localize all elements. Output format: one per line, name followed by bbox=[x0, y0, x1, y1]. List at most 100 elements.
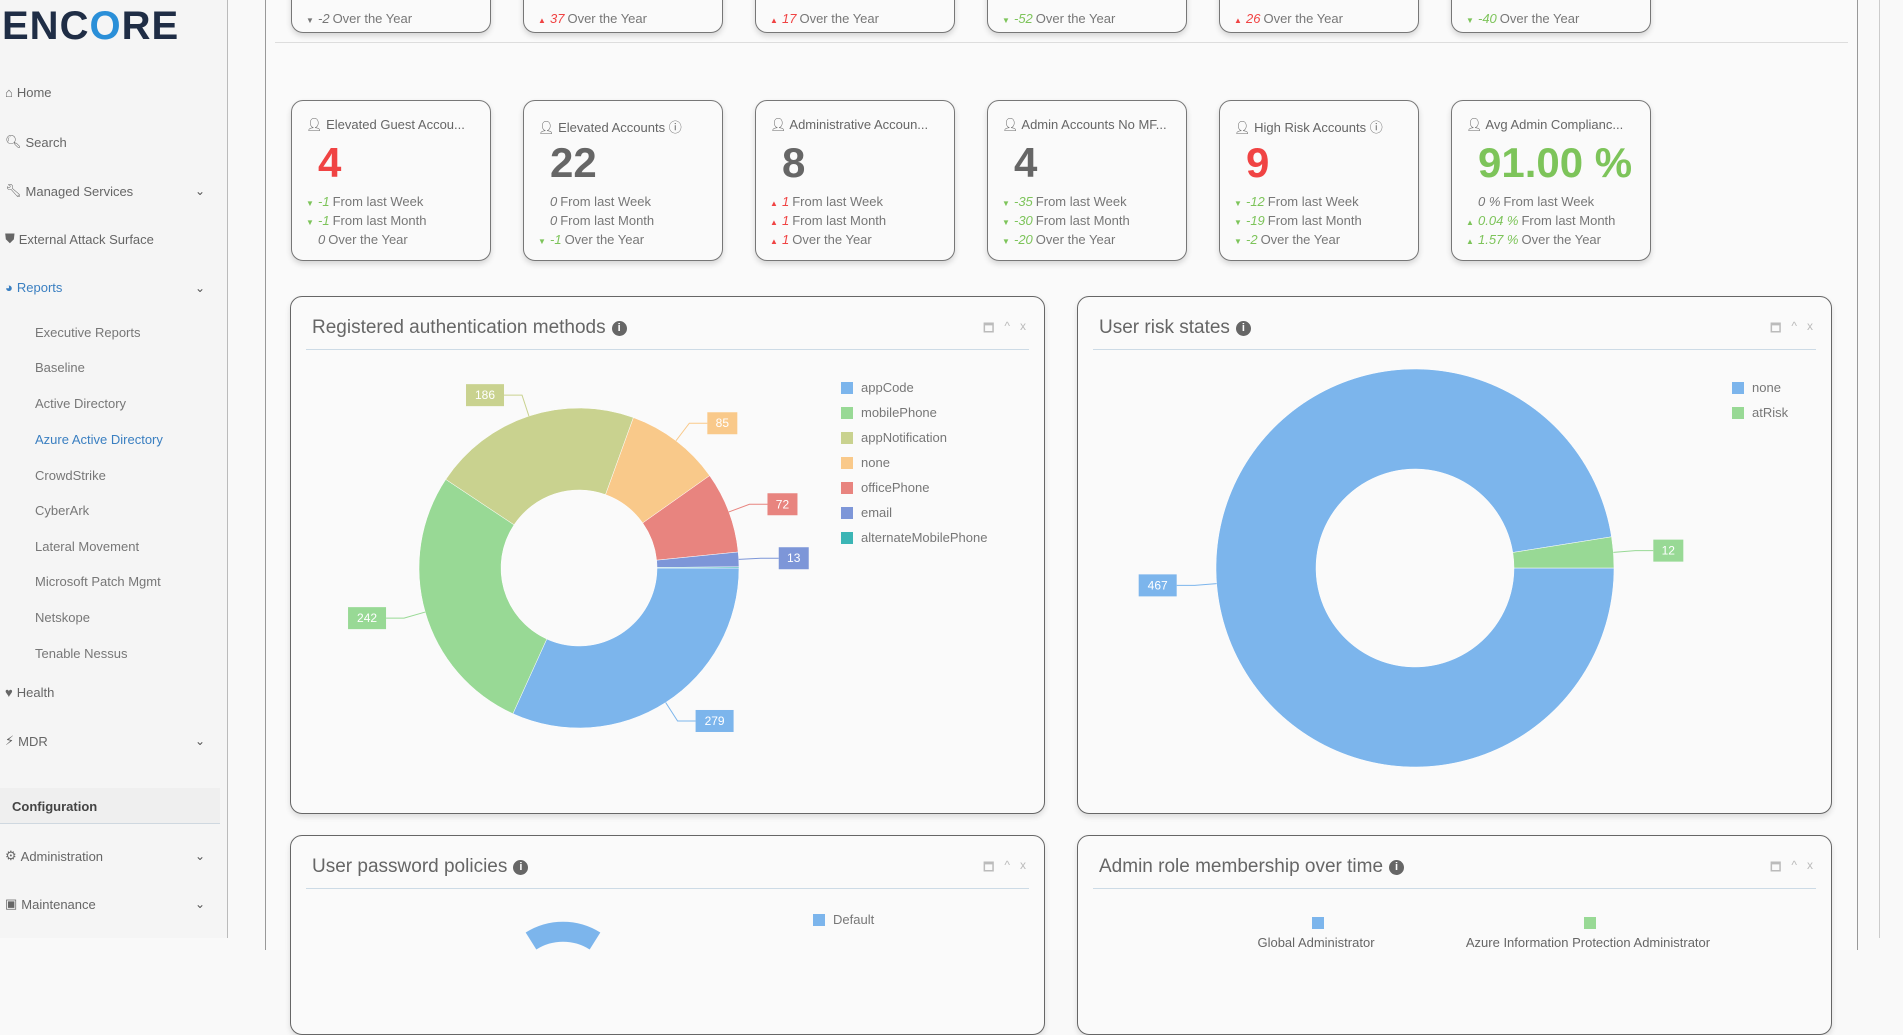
donut-slice-alternateMobilePhone[interactable] bbox=[656, 566, 740, 569]
kpi-trend-line: 0 Over the Year bbox=[318, 232, 408, 247]
kpi-trend-line: ▲ 1.57 % Over the Year bbox=[1466, 232, 1601, 247]
legend-label[interactable]: Global Administrator bbox=[1257, 935, 1375, 950]
sidebar-subitem-executive-reports[interactable]: Executive Reports bbox=[35, 325, 141, 340]
sidebar-item-health[interactable]: ♥ Health bbox=[5, 685, 205, 700]
sidebar-item-home[interactable]: ⌂ Home bbox=[5, 85, 205, 100]
legend-item[interactable]: email bbox=[841, 505, 892, 520]
legend-item[interactable]: none bbox=[1732, 380, 1781, 395]
legend-swatch bbox=[841, 381, 853, 394]
kpi-card[interactable]: 👤︎ Admin Accounts No MF... 4 ▼ -35 From last… bbox=[987, 100, 1187, 261]
legend-item[interactable]: alternateMobilePhone bbox=[841, 530, 987, 545]
legend-item[interactable]: atRisk bbox=[1732, 405, 1788, 420]
donut-slice-none[interactable] bbox=[1215, 368, 1615, 768]
sidebar-subitem-cyberark[interactable]: CyberArk bbox=[35, 503, 90, 518]
encore-logo[interactable]: ENCORE bbox=[2, 4, 180, 48]
home-icon: ⌂ bbox=[5, 85, 13, 100]
legend-item[interactable]: appNotification bbox=[841, 430, 947, 445]
panel-divider bbox=[1093, 349, 1816, 350]
chevron-down-icon[interactable]: ⌄ bbox=[195, 897, 206, 911]
user-icon: 👤︎ bbox=[770, 117, 790, 132]
donut-slice-appCode[interactable] bbox=[512, 567, 740, 729]
sidebar-item-reports[interactable]: ◕ Reports ⌄ bbox=[5, 280, 205, 295]
close-icon[interactable]: x bbox=[1807, 319, 1813, 333]
legend-item[interactable]: none bbox=[841, 455, 890, 470]
label-leader-line bbox=[665, 702, 696, 722]
donut-slice-atRisk[interactable] bbox=[1512, 536, 1615, 569]
sidebar-item-external-attack-surface[interactable]: ⛊ External Attack Surface bbox=[5, 231, 205, 247]
sidebar-subitem-crowdstrike[interactable]: CrowdStrike bbox=[35, 468, 106, 483]
user-icon: 👤︎ bbox=[538, 120, 559, 135]
kpi-value: 4 bbox=[318, 139, 342, 186]
legend-label[interactable]: Azure Information Protection Administrat… bbox=[1465, 935, 1711, 950]
kpi-card[interactable]: 👤︎ Avg Admin Complianc... 91.00 % 0 % From … bbox=[1451, 100, 1651, 261]
sidebar-item-maintenance[interactable]: ▣ Maintenance ⌄ bbox=[5, 896, 205, 912]
chevron-up-icon[interactable]: ^ bbox=[1004, 319, 1010, 333]
legend-item[interactable]: Default bbox=[813, 912, 874, 927]
info-icon[interactable]: i bbox=[611, 320, 627, 336]
info-icon[interactable]: i bbox=[1389, 859, 1405, 875]
legend-swatch[interactable] bbox=[1584, 917, 1596, 929]
legend-swatch bbox=[841, 531, 853, 544]
chevron-down-icon[interactable]: ⌄ bbox=[195, 184, 206, 198]
legend-item[interactable]: officePhone bbox=[841, 480, 929, 495]
maximize-icon[interactable]: 🗖 bbox=[1769, 860, 1782, 874]
sidebar-subitem-active-directory[interactable]: Active Directory bbox=[35, 396, 127, 411]
kpi-title: 👤︎ Administrative Accoun... bbox=[770, 117, 929, 132]
legend-swatch bbox=[813, 913, 825, 926]
info-icon[interactable]: i bbox=[1235, 320, 1251, 336]
legend-item[interactable]: mobilePhone bbox=[841, 405, 937, 420]
chevron-up-icon[interactable]: ^ bbox=[1004, 858, 1010, 872]
chart-svg bbox=[525, 921, 601, 950]
kpi-value: 9 bbox=[1246, 139, 1270, 186]
legend-item[interactable]: appCode bbox=[841, 380, 914, 395]
legend-swatch bbox=[841, 481, 853, 494]
kpi-card[interactable]: 👤︎ Elevated Accounts ⓘ 22 0 From last Week 0… bbox=[523, 100, 723, 261]
panel-divider bbox=[306, 349, 1029, 350]
chevron-down-icon[interactable]: ⌄ bbox=[195, 280, 206, 295]
maximize-icon[interactable]: 🗖 bbox=[982, 321, 995, 335]
pie-chart-icon: ◕ bbox=[5, 280, 13, 295]
panel-divider bbox=[1093, 888, 1816, 889]
chevron-up-icon[interactable]: ^ bbox=[1791, 858, 1797, 872]
close-icon[interactable]: x bbox=[1020, 319, 1026, 333]
data-label-box bbox=[707, 412, 738, 435]
chevron-down-icon[interactable]: ⌄ bbox=[195, 849, 206, 863]
caret-up-icon: ▲ bbox=[538, 16, 546, 25]
donut-slice-Default bbox=[525, 921, 601, 950]
kpi-card[interactable]: 👤︎ Elevated Guest Accou... 4 ▼ -1 From last … bbox=[291, 100, 491, 261]
sidebar-item-administration[interactable]: ⚙ Administration ⌄ bbox=[5, 848, 205, 864]
donut-slice-mobilePhone[interactable] bbox=[418, 479, 548, 715]
close-icon[interactable]: x bbox=[1807, 858, 1813, 872]
sidebar-subitem-microsoft-patch-mgmt[interactable]: Microsoft Patch Mgmt bbox=[35, 574, 161, 589]
info-icon[interactable]: i bbox=[513, 859, 529, 875]
donut-slice-appNotification[interactable] bbox=[445, 407, 634, 526]
sidebar-subitem-netskope[interactable]: Netskope bbox=[35, 610, 90, 625]
panel-title: User password policies i bbox=[312, 856, 529, 878]
kpi-trend-line: ▼ -35 From last Week bbox=[1002, 194, 1127, 209]
kpi-card[interactable]: 👤︎ Administrative Accoun... 8 ▲ 1 From last … bbox=[755, 100, 955, 261]
legend-swatch[interactable] bbox=[1312, 917, 1324, 929]
chevron-up-icon[interactable]: ^ bbox=[1791, 319, 1797, 333]
sidebar-subitem-lateral-movement[interactable]: Lateral Movement bbox=[35, 539, 140, 554]
maximize-icon[interactable]: 🗖 bbox=[982, 860, 995, 874]
maximize-icon[interactable]: 🗖 bbox=[1769, 321, 1782, 335]
panel-title: Registered authentication methods i bbox=[312, 317, 627, 339]
sidebar-subitem-azure-active-directory[interactable]: Azure Active Directory bbox=[35, 432, 163, 447]
caret-down-icon: ▼ bbox=[1002, 199, 1010, 208]
kpi-trend-line: ▲ 17 Over the Year bbox=[770, 11, 879, 26]
sidebar-item-mdr[interactable]: ⚡︎ MDR ⌄ bbox=[5, 733, 205, 749]
close-icon[interactable]: x bbox=[1020, 858, 1026, 872]
sidebar-item-managed-services[interactable]: 🔧︎ Managed Services ⌄ bbox=[5, 183, 205, 199]
chevron-down-icon[interactable]: ⌄ bbox=[195, 734, 206, 748]
kpi-card-partial: ▲ 37 Over the Year bbox=[523, 0, 723, 33]
caret-down-icon: ▼ bbox=[1002, 218, 1010, 227]
sidebar-subitem-tenable-nessus[interactable]: Tenable Nessus bbox=[35, 646, 128, 661]
data-label: 13 bbox=[787, 551, 801, 565]
data-label: 85 bbox=[716, 416, 730, 430]
data-label-box bbox=[1653, 539, 1684, 562]
sidebar-subitem-baseline[interactable]: Baseline bbox=[35, 360, 85, 375]
scrollbar[interactable] bbox=[1879, 0, 1880, 938]
caret-down-icon: ▼ bbox=[306, 199, 314, 208]
sidebar-item-search[interactable]: 🔍︎ Search bbox=[5, 134, 205, 150]
kpi-card[interactable]: 👤︎ High Risk Accounts ⓘ 9 ▼ -12 From last We… bbox=[1219, 100, 1419, 261]
